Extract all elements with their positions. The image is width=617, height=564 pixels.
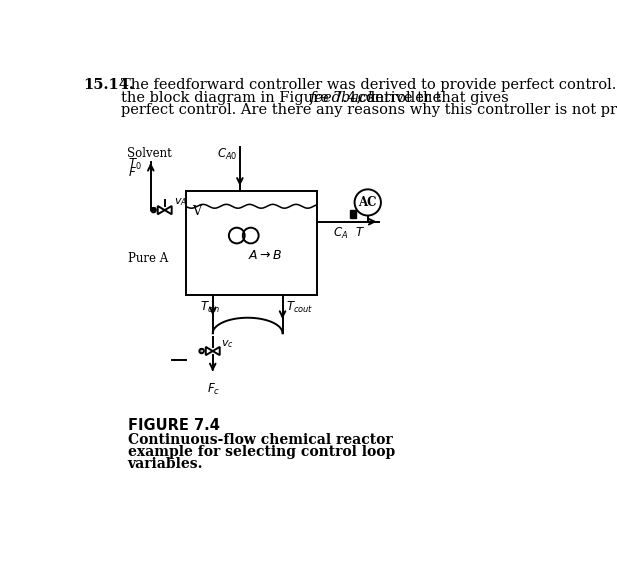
Text: 15.14.: 15.14. xyxy=(83,78,135,92)
Text: 0: 0 xyxy=(151,206,156,214)
Text: $v_c$: $v_c$ xyxy=(222,338,234,350)
Text: Continuous-flow chemical reactor: Continuous-flow chemical reactor xyxy=(128,433,392,447)
Text: V: V xyxy=(192,205,201,218)
Text: perfect control. Are there any reasons why this controller is not practical?: perfect control. Are there any reasons w… xyxy=(120,103,617,117)
Text: Pure A: Pure A xyxy=(128,252,168,265)
Bar xyxy=(350,210,356,218)
Text: example for selecting control loop: example for selecting control loop xyxy=(128,445,395,459)
Text: $F_c$: $F_c$ xyxy=(207,382,220,397)
Text: $T_{cin}$: $T_{cin}$ xyxy=(201,299,221,315)
Text: $A \rightarrow B$: $A \rightarrow B$ xyxy=(247,249,282,262)
Text: 0: 0 xyxy=(199,347,204,355)
Text: the block diagram in Figure 7.4, derive the: the block diagram in Figure 7.4, derive … xyxy=(120,91,445,105)
Text: $T_0$: $T_0$ xyxy=(128,157,141,172)
Text: $F$: $F$ xyxy=(128,166,136,179)
Text: $v_A$: $v_A$ xyxy=(174,196,188,208)
Text: feedback: feedback xyxy=(310,91,377,105)
Text: $T_{cout}$: $T_{cout}$ xyxy=(286,299,313,315)
Text: $C_{A0}$: $C_{A0}$ xyxy=(217,147,237,162)
Text: controller that gives: controller that gives xyxy=(353,91,509,105)
Text: The feedforward controller was derived to provide perfect control. Using: The feedforward controller was derived t… xyxy=(120,78,617,92)
Text: variables.: variables. xyxy=(128,457,203,472)
Text: $C_A$: $C_A$ xyxy=(333,226,348,241)
Text: Solvent: Solvent xyxy=(128,147,172,160)
Text: $T$: $T$ xyxy=(355,226,365,239)
Text: FIGURE 7.4: FIGURE 7.4 xyxy=(128,418,220,433)
Text: AC: AC xyxy=(358,196,377,209)
